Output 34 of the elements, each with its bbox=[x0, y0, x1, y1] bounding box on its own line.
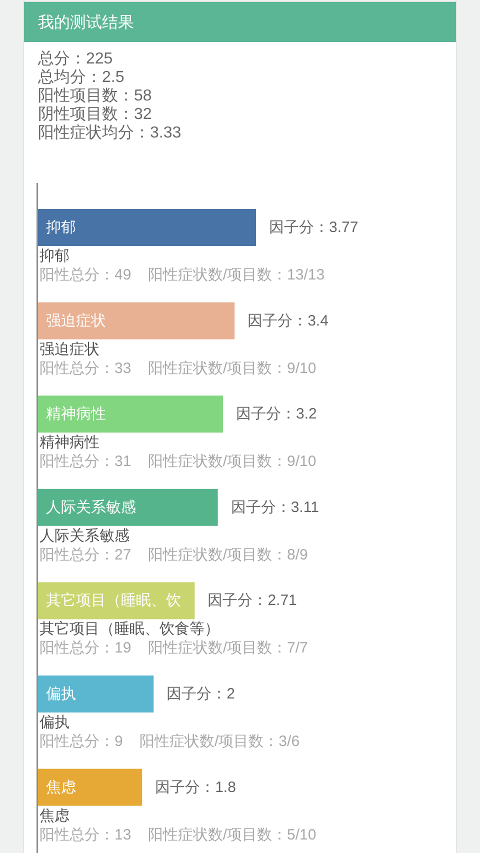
text: 总均分：2.5 bbox=[37, 68, 124, 86]
data-label: 因子分：1.8 bbox=[155, 778, 236, 796]
y-tick-label: 其它项目（睡眠、饮食等） bbox=[40, 620, 220, 638]
text: 总分：225 bbox=[37, 50, 113, 68]
bar bbox=[38, 488, 218, 526]
annotation: 阳性总分：9 阳性症状数/项目数：3/6 bbox=[40, 733, 300, 750]
data-label: 因子分：3.4 bbox=[248, 312, 328, 330]
annotation: 阳性总分：31 阳性症状数/项目数：9/10 bbox=[40, 453, 316, 470]
annotation: 阳性总分：19 阳性症状数/项目数：7/7 bbox=[40, 640, 308, 657]
annotation: 阳性总分：49 阳性症状数/项目数：13/13 bbox=[40, 266, 325, 284]
y-tick-label: 人际关系敏感 bbox=[40, 527, 130, 544]
data-label: 因子分：3.2 bbox=[236, 406, 317, 423]
data-label: 因子分：3.11 bbox=[230, 498, 319, 516]
data-label: 因子分：3.77 bbox=[269, 219, 358, 236]
text: 阳性项目数：58 bbox=[38, 88, 152, 104]
y-tick-label: 抑郁 bbox=[40, 248, 70, 264]
text: 阳性症状均分：3.33 bbox=[38, 124, 182, 142]
bar bbox=[38, 768, 142, 806]
y-tick-label: 焦虑 bbox=[40, 807, 70, 824]
y-tick-label: 精神病性 bbox=[40, 434, 100, 452]
data-label: 因子分：2.71 bbox=[208, 592, 297, 610]
y-tick-label: 强迫症状 bbox=[40, 340, 100, 358]
data-label: 因子分：2 bbox=[166, 686, 235, 702]
y-tick-label: 偏执 bbox=[40, 714, 70, 731]
annotation: 阳性总分：33 阳性症状数/项目数：9/10 bbox=[40, 360, 316, 377]
bar bbox=[38, 676, 154, 712]
bar bbox=[38, 209, 256, 246]
bar bbox=[38, 302, 235, 340]
text: 阴性项目数：32 bbox=[38, 106, 152, 123]
annotation: 阳性总分：27 阳性症状数/项目数：8/9 bbox=[40, 546, 308, 564]
bar bbox=[38, 396, 224, 433]
annotation: 其它项目（睡眠、饮 bbox=[46, 592, 181, 610]
chart-title: 我的测试结果 bbox=[38, 14, 134, 32]
annotation: 阳性总分：13 阳性症状数/项目数：5/10 bbox=[40, 826, 316, 844]
